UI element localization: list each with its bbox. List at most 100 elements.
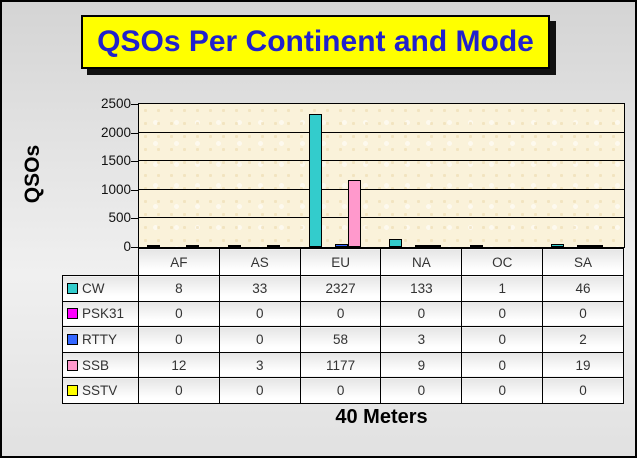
legend-cell-sstv: SSTV [62, 377, 139, 404]
y-tick-label-1000: 1000 [100, 181, 131, 197]
y-tick-label-500: 500 [108, 210, 131, 226]
table-row-psk31: PSK31 0 0 0 0 0 0 [62, 300, 624, 328]
bar-ssb-as [266, 245, 280, 247]
bar-ssb-eu [347, 180, 361, 247]
table-cell-psk31-sa: 0 [542, 300, 624, 328]
bar-cw-sa [551, 244, 565, 247]
table-cell-sstv-eu: 0 [299, 377, 382, 404]
legend-cell-rtty: RTTY [62, 326, 139, 353]
bar-rtty-na [415, 245, 429, 247]
table-cell-sstv-af: 0 [138, 377, 220, 404]
table-cell-rtty-af: 0 [138, 326, 220, 353]
y-tick-mark-2500 [131, 104, 138, 105]
chart-title-box: QSOs Per Continent and Mode [81, 15, 550, 69]
bar-rtty-sa [577, 245, 591, 247]
table-cell-cw-oc: 1 [461, 275, 544, 302]
y-tick-mark-0 [131, 247, 138, 248]
table-cell-sstv-sa: 0 [542, 377, 624, 404]
table-row-sstv: SSTV 0 0 0 0 0 0 [62, 377, 624, 404]
bar-ssb-na [428, 245, 442, 247]
table-row-cw: CW 8 33 2327 133 1 46 [62, 275, 624, 302]
table-cell-sstv-as: 0 [218, 377, 301, 404]
legend-cell-ssb: SSB [62, 351, 139, 379]
bar-cw-oc [470, 245, 484, 247]
y-tick-mark-500 [131, 218, 138, 220]
legend-label-sstv: SSTV [82, 383, 118, 399]
table-cell-cw-na: 133 [380, 275, 463, 302]
table-cell-cw-eu: 2327 [299, 275, 382, 302]
legend-swatch-cw [67, 282, 78, 294]
legend-swatch-sstv [67, 385, 78, 397]
data-table: AF AS EU NA OC SA CW 8 33 2327 133 1 46 PSK31 0 0 0 0 0 0 RT… [62, 248, 624, 404]
table-cell-rtty-oc: 0 [461, 326, 544, 353]
legend-cell-cw: CW [62, 275, 139, 302]
table-cell-ssb-oc: 0 [461, 351, 544, 379]
y-tick-mark-1500 [131, 161, 138, 163]
plot-area [138, 103, 625, 248]
table-cell-sstv-oc: 0 [461, 377, 544, 404]
bar-cw-na [389, 239, 403, 247]
y-tick-label-0: 0 [123, 239, 131, 254]
legend-entry: SSTV [67, 383, 138, 398]
table-cell-cw-sa: 46 [542, 275, 624, 302]
column-header-sa: SA [542, 248, 624, 276]
y-axis-label: QSOs [21, 144, 44, 204]
y-tick-mark-1000 [131, 189, 138, 191]
gridline-500 [139, 217, 624, 218]
table-cell-psk31-na: 0 [380, 300, 463, 328]
table-cell-rtty-sa: 2 [542, 326, 624, 353]
legend-label-rtty: RTTY [82, 331, 118, 347]
y-tick-label-1500: 1500 [100, 153, 131, 169]
x-axis-title: 40 Meters [335, 406, 428, 428]
legend-label-ssb: SSB [82, 357, 110, 373]
bar-cw-eu [308, 114, 322, 247]
legend-swatch-ssb [67, 359, 78, 371]
table-cell-psk31-eu: 0 [299, 300, 382, 328]
table-cell-psk31-oc: 0 [461, 300, 544, 328]
table-row-ssb: SSB 12 3 1177 9 0 19 [62, 351, 624, 379]
bar-cw-af [146, 245, 160, 247]
bar-rtty-eu [334, 244, 348, 247]
legend-swatch-psk31 [67, 308, 78, 320]
table-row-rtty: RTTY 0 0 58 3 0 2 [62, 326, 624, 353]
table-cell-rtty-as: 0 [218, 326, 301, 353]
y-tick-label-2500: 2500 [100, 96, 131, 111]
table-cell-ssb-sa: 19 [542, 351, 624, 379]
legend-swatch-rtty [67, 333, 78, 345]
legend-entry: CW [67, 281, 138, 296]
legend-entry: SSB [67, 358, 138, 373]
table-cell-rtty-eu: 58 [299, 326, 382, 353]
table-cell-psk31-af: 0 [138, 300, 220, 328]
table-cell-cw-as: 33 [218, 275, 301, 302]
legend-entry: RTTY [67, 332, 138, 347]
legend-cell-psk31: PSK31 [62, 300, 139, 328]
gridline-2000 [139, 132, 624, 133]
column-header-oc: OC [461, 248, 544, 276]
table-cell-cw-af: 8 [138, 275, 220, 302]
y-tick-label-2000: 2000 [100, 124, 131, 140]
column-header-eu: EU [299, 248, 382, 276]
table-cell-ssb-af: 12 [138, 351, 220, 379]
column-header-as: AS [218, 248, 301, 276]
table-cell-psk31-as: 0 [218, 300, 301, 328]
y-tick-mark-2000 [131, 132, 138, 134]
bar-cw-as [227, 245, 241, 247]
chart-title: QSOs Per Continent and Mode [97, 25, 534, 58]
table-cell-rtty-na: 3 [380, 326, 463, 353]
table-cell-ssb-as: 3 [218, 351, 301, 379]
bar-ssb-sa [590, 245, 604, 247]
column-header-na: NA [380, 248, 463, 276]
bar-ssb-af [185, 245, 199, 247]
column-header-af: AF [138, 248, 220, 276]
legend-label-cw: CW [82, 280, 105, 296]
table-cell-sstv-na: 0 [380, 377, 463, 404]
legend-entry: PSK31 [67, 306, 138, 321]
gridline-1000 [139, 189, 624, 190]
table-corner-cell [63, 249, 139, 276]
table-cell-ssb-na: 9 [380, 351, 463, 379]
gridline-1500 [139, 160, 624, 161]
legend-label-psk31: PSK31 [82, 306, 125, 322]
table-cell-ssb-eu: 1177 [299, 351, 382, 379]
table-header-row: AF AS EU NA OC SA [63, 248, 624, 276]
